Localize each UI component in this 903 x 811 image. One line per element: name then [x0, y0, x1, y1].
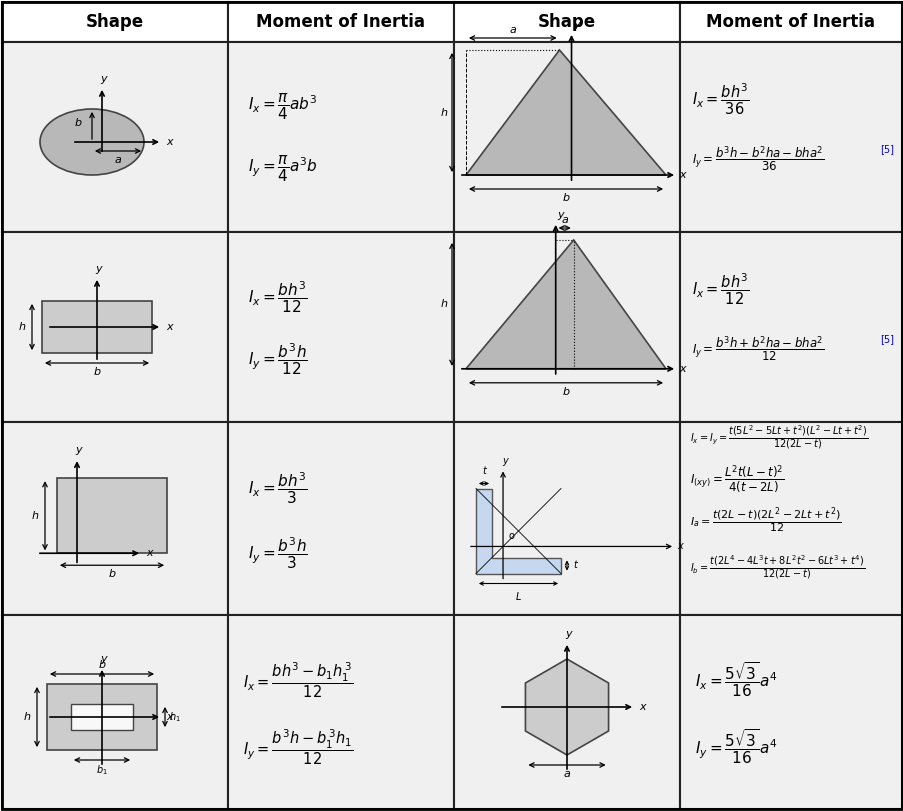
Bar — [71, 704, 133, 730]
Text: y: y — [557, 210, 563, 220]
Bar — [228, 422, 453, 615]
Bar — [57, 478, 167, 553]
Bar — [228, 2, 453, 42]
Text: Shape: Shape — [537, 13, 595, 31]
Ellipse shape — [40, 109, 144, 175]
Text: $I_b = \dfrac{t(2L^4-4L^3t+8L^2t^2-6Lt^3+t^4)}{12(2L-t)}$: $I_b = \dfrac{t(2L^4-4L^3t+8L^2t^2-6Lt^3… — [689, 554, 864, 581]
Bar — [47, 684, 157, 750]
Text: Moment of Inertia: Moment of Inertia — [256, 13, 425, 31]
Text: t: t — [481, 466, 486, 477]
Text: b: b — [75, 118, 82, 128]
Text: $I_x = I_y = \dfrac{t(5L^2-5Lt+t^2)(L^2-Lt+t^2)}{12(2L-t)}$: $I_x = I_y = \dfrac{t(5L^2-5Lt+t^2)(L^2-… — [689, 423, 868, 452]
Text: $h_1$: $h_1$ — [169, 710, 181, 724]
Bar — [679, 615, 901, 809]
Bar — [679, 232, 901, 422]
Bar — [228, 232, 453, 422]
Bar — [453, 615, 679, 809]
Polygon shape — [465, 50, 666, 175]
Polygon shape — [525, 659, 608, 755]
Text: $I_x = \dfrac{bh^3}{12}$: $I_x = \dfrac{bh^3}{12}$ — [691, 272, 749, 307]
Bar — [228, 42, 453, 232]
Text: y: y — [573, 20, 580, 30]
Text: Shape: Shape — [86, 13, 144, 31]
Text: y: y — [501, 457, 507, 466]
Text: x: x — [146, 548, 153, 558]
Text: b: b — [562, 193, 569, 203]
Text: $I_a = \dfrac{t(2L-t)(2L^2-2Lt+t^2)}{12}$: $I_a = \dfrac{t(2L-t)(2L^2-2Lt+t^2)}{12}… — [689, 506, 841, 536]
Text: y: y — [96, 264, 102, 274]
Text: b: b — [98, 660, 106, 670]
Text: o: o — [507, 531, 513, 542]
Text: h: h — [18, 322, 25, 332]
Bar — [679, 422, 901, 615]
Bar — [2, 615, 228, 809]
Text: $I_x = \dfrac{bh^3}{36}$: $I_x = \dfrac{bh^3}{36}$ — [691, 81, 749, 117]
Bar — [453, 2, 679, 42]
Polygon shape — [465, 240, 666, 369]
Text: $I_y = \dfrac{\pi}{4}a^3b$: $I_y = \dfrac{\pi}{4}a^3b$ — [247, 154, 318, 184]
Text: $I_y = \dfrac{b^3h - b_1^{\,3}h_1}{12}$: $I_y = \dfrac{b^3h - b_1^{\,3}h_1}{12}$ — [243, 727, 353, 767]
Text: a: a — [563, 769, 570, 779]
Text: $I_x = \dfrac{\pi}{4}ab^3$: $I_x = \dfrac{\pi}{4}ab^3$ — [247, 92, 317, 122]
Text: $I_x = \dfrac{5\sqrt{3}}{16}a^4$: $I_x = \dfrac{5\sqrt{3}}{16}a^4$ — [694, 661, 777, 699]
Text: $I_{(xy)} = \dfrac{L^2t(L-t)^2}{4(t-2L)}$: $I_{(xy)} = \dfrac{L^2t(L-t)^2}{4(t-2L)}… — [689, 463, 784, 496]
Text: b: b — [562, 387, 569, 397]
Text: $I_y = \dfrac{5\sqrt{3}}{16}a^4$: $I_y = \dfrac{5\sqrt{3}}{16}a^4$ — [694, 727, 777, 766]
Bar — [2, 422, 228, 615]
Text: $I_x = \dfrac{bh^3}{3}$: $I_x = \dfrac{bh^3}{3}$ — [247, 470, 307, 506]
Text: y: y — [100, 74, 107, 84]
Text: h: h — [440, 299, 447, 310]
Text: $b_1$: $b_1$ — [96, 763, 107, 777]
Text: y: y — [100, 654, 107, 664]
Text: $I_y = \dfrac{b^3h + b^2ha - bha^2}{12}$: $I_y = \dfrac{b^3h + b^2ha - bha^2}{12}$ — [691, 334, 824, 363]
Polygon shape — [476, 488, 561, 573]
Bar — [228, 615, 453, 809]
Text: x: x — [638, 702, 645, 712]
Text: $I_y = \dfrac{b^3h}{3}$: $I_y = \dfrac{b^3h}{3}$ — [247, 536, 307, 571]
Text: $I_y = \dfrac{b^3h}{12}$: $I_y = \dfrac{b^3h}{12}$ — [247, 341, 307, 377]
Text: x: x — [678, 170, 684, 180]
Text: y: y — [76, 445, 82, 455]
Text: h: h — [32, 511, 39, 521]
Bar — [679, 2, 901, 42]
Text: L: L — [516, 591, 521, 602]
Text: Moment of Inertia: Moment of Inertia — [706, 13, 874, 31]
Text: $I_y = \dfrac{b^3h - b^2ha - bha^2}{36}$: $I_y = \dfrac{b^3h - b^2ha - bha^2}{36}$ — [691, 144, 824, 174]
Text: $I_x = \dfrac{bh^3 - b_1h_1^{\,3}}{12}$: $I_x = \dfrac{bh^3 - b_1h_1^{\,3}}{12}$ — [243, 660, 353, 700]
Text: h: h — [440, 108, 447, 118]
Bar — [679, 42, 901, 232]
Text: a: a — [508, 25, 516, 35]
Text: x: x — [676, 542, 682, 551]
Bar — [453, 422, 679, 615]
Text: $I_x = \dfrac{bh^3}{12}$: $I_x = \dfrac{bh^3}{12}$ — [247, 279, 307, 315]
Text: x: x — [166, 712, 172, 722]
Text: b: b — [108, 569, 116, 579]
Text: [5]: [5] — [879, 334, 893, 344]
Bar — [2, 2, 228, 42]
Text: h: h — [23, 712, 31, 722]
Text: a: a — [561, 215, 567, 225]
Text: t: t — [573, 560, 576, 570]
Bar — [2, 232, 228, 422]
Text: [5]: [5] — [879, 144, 893, 154]
Bar — [453, 42, 679, 232]
Text: x: x — [166, 137, 172, 147]
Text: x: x — [166, 322, 172, 332]
Bar — [453, 232, 679, 422]
Text: x: x — [678, 364, 684, 374]
Text: b: b — [93, 367, 100, 377]
Text: a: a — [115, 155, 121, 165]
Bar — [2, 42, 228, 232]
Text: y: y — [565, 629, 572, 639]
Bar — [42, 301, 152, 353]
